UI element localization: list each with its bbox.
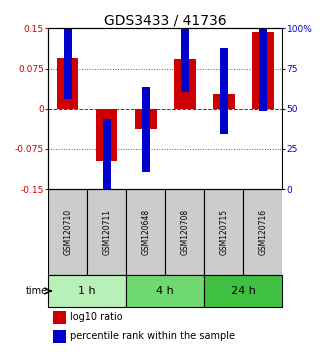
Text: time: time xyxy=(26,286,48,296)
FancyBboxPatch shape xyxy=(204,275,282,307)
Text: log10 ratio: log10 ratio xyxy=(70,312,123,322)
Text: GSM120648: GSM120648 xyxy=(141,209,150,255)
Bar xyxy=(213,94,235,109)
Text: 24 h: 24 h xyxy=(231,286,256,296)
FancyBboxPatch shape xyxy=(165,189,204,275)
Bar xyxy=(142,87,150,172)
Bar xyxy=(64,13,72,98)
FancyBboxPatch shape xyxy=(126,189,165,275)
Bar xyxy=(220,48,228,134)
Text: 4 h: 4 h xyxy=(156,286,174,296)
Text: 1 h: 1 h xyxy=(78,286,96,296)
Text: GSM120710: GSM120710 xyxy=(63,209,72,255)
Text: GSM120708: GSM120708 xyxy=(180,209,189,255)
Bar xyxy=(252,32,274,109)
Bar xyxy=(174,59,195,109)
Title: GDS3433 / 41736: GDS3433 / 41736 xyxy=(104,13,227,27)
Text: GSM120715: GSM120715 xyxy=(219,209,229,255)
FancyBboxPatch shape xyxy=(126,275,204,307)
Bar xyxy=(181,6,189,92)
FancyBboxPatch shape xyxy=(243,189,282,275)
Text: GSM120716: GSM120716 xyxy=(258,209,267,255)
Text: percentile rank within the sample: percentile rank within the sample xyxy=(70,331,235,342)
Bar xyxy=(96,109,117,161)
Bar xyxy=(53,311,66,324)
Bar xyxy=(259,25,267,112)
FancyBboxPatch shape xyxy=(48,189,87,275)
Bar xyxy=(57,58,78,109)
Bar xyxy=(135,109,157,129)
Bar xyxy=(103,119,111,205)
Bar xyxy=(53,330,66,343)
FancyBboxPatch shape xyxy=(48,275,126,307)
FancyBboxPatch shape xyxy=(87,189,126,275)
Text: GSM120711: GSM120711 xyxy=(102,209,111,255)
FancyBboxPatch shape xyxy=(204,189,243,275)
